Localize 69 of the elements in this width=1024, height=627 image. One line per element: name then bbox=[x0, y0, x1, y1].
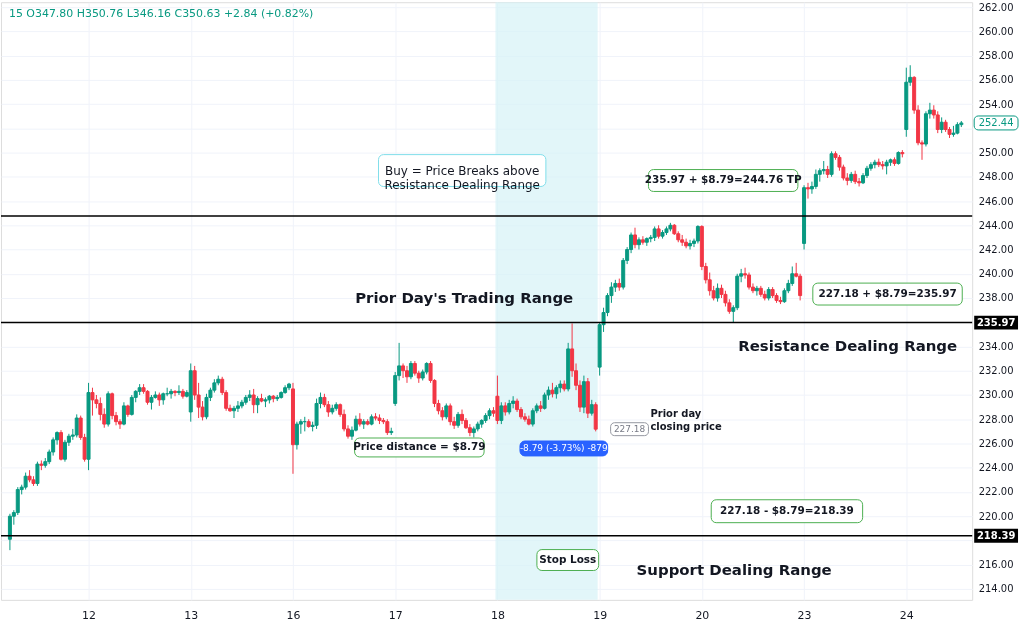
candlestick bbox=[98, 396, 103, 421]
annotation: Prior day closing price bbox=[650, 407, 722, 432]
y-tick-label: 242.00 bbox=[978, 244, 1014, 255]
y-tick-label: 222.00 bbox=[978, 486, 1014, 498]
x-tick-label: 16 bbox=[286, 609, 301, 623]
y-tick-label: 238.00 bbox=[978, 292, 1014, 304]
candlestick bbox=[408, 360, 413, 380]
annotation: 227.18 bbox=[613, 424, 646, 435]
y-tick-label: 254.00 bbox=[978, 98, 1014, 110]
y-tick-label: 256.00 bbox=[978, 74, 1014, 86]
x-tick-label: 19 bbox=[593, 609, 608, 623]
y-tick-label: 224.00 bbox=[978, 462, 1014, 474]
annotation: Resistance Dealing Range bbox=[738, 336, 958, 355]
y-tick-label: 262.00 bbox=[978, 1, 1014, 13]
ref-line-label: 235.97 bbox=[976, 316, 1016, 328]
candlestick bbox=[754, 285, 759, 297]
annotation: Support Dealing Range bbox=[636, 560, 832, 579]
y-tick-label: 230.00 bbox=[978, 389, 1014, 401]
x-tick-label: 20 bbox=[695, 609, 710, 623]
y-tick-label: 232.00 bbox=[978, 365, 1014, 377]
candlestick bbox=[401, 362, 406, 379]
candlestick bbox=[404, 365, 409, 384]
y-tick-label: 260.00 bbox=[978, 25, 1014, 37]
y-tick-label: 240.00 bbox=[978, 268, 1014, 280]
y-tick-label: 248.00 bbox=[978, 171, 1014, 183]
ref-line-label: 218.39 bbox=[976, 529, 1016, 541]
candlestick bbox=[294, 421, 299, 451]
candlestick bbox=[232, 405, 236, 419]
candlestick bbox=[460, 409, 465, 425]
candlestick bbox=[74, 413, 79, 438]
chart-title: 15 O347.80 H350.76 L346.16 C350.63 +2.84 (+0.82%) bbox=[8, 7, 314, 21]
candlestick bbox=[448, 402, 453, 426]
candlestick bbox=[695, 224, 700, 244]
candlestick bbox=[636, 236, 641, 251]
x-tick-label: 12 bbox=[82, 609, 96, 623]
candlestick bbox=[798, 273, 803, 301]
annotation: 252.44 bbox=[978, 116, 1014, 128]
x-tick-label: 24 bbox=[899, 609, 914, 623]
y-tick-label: 216.00 bbox=[978, 559, 1014, 571]
y-tick-label: 246.00 bbox=[978, 195, 1014, 207]
candlestick bbox=[176, 384, 181, 396]
candlestick bbox=[7, 513, 12, 551]
candlestick bbox=[935, 110, 940, 134]
x-tick-label: 18 bbox=[490, 609, 505, 623]
y-tick-label: 228.00 bbox=[978, 413, 1014, 425]
candlestick bbox=[633, 227, 638, 249]
x-tick-label: 23 bbox=[797, 609, 812, 623]
y-tick-label: 234.00 bbox=[978, 340, 1014, 352]
annotation: -8.79 (-3.73%) -879 bbox=[519, 443, 609, 454]
candlestick bbox=[15, 486, 20, 516]
y-tick-label: 244.00 bbox=[978, 219, 1014, 231]
y-tick-label: 220.00 bbox=[978, 510, 1014, 522]
y-tick-label: 226.00 bbox=[978, 437, 1014, 449]
x-tick-label: 17 bbox=[388, 609, 403, 623]
candlestick bbox=[688, 239, 693, 251]
annotation: Stop Loss bbox=[539, 553, 597, 566]
annotation: Prior Day's Trading Range bbox=[355, 289, 574, 308]
candlestick bbox=[813, 169, 818, 190]
candlestick bbox=[169, 388, 174, 400]
y-tick-label: 258.00 bbox=[978, 50, 1014, 62]
annotation: 227.18 + $8.79=235.97 bbox=[818, 287, 957, 300]
candlestick bbox=[173, 389, 178, 397]
annotation: Buy = Price Breaks above Resistance Dealing Range bbox=[384, 163, 540, 193]
candlestick bbox=[806, 182, 810, 200]
y-tick-label: 250.00 bbox=[978, 147, 1014, 159]
x-tick-label: 13 bbox=[184, 609, 199, 623]
annotation: 227.18 - $8.79=218.39 bbox=[719, 504, 854, 517]
candlestick bbox=[640, 235, 645, 246]
y-tick-label: 214.00 bbox=[978, 583, 1014, 595]
